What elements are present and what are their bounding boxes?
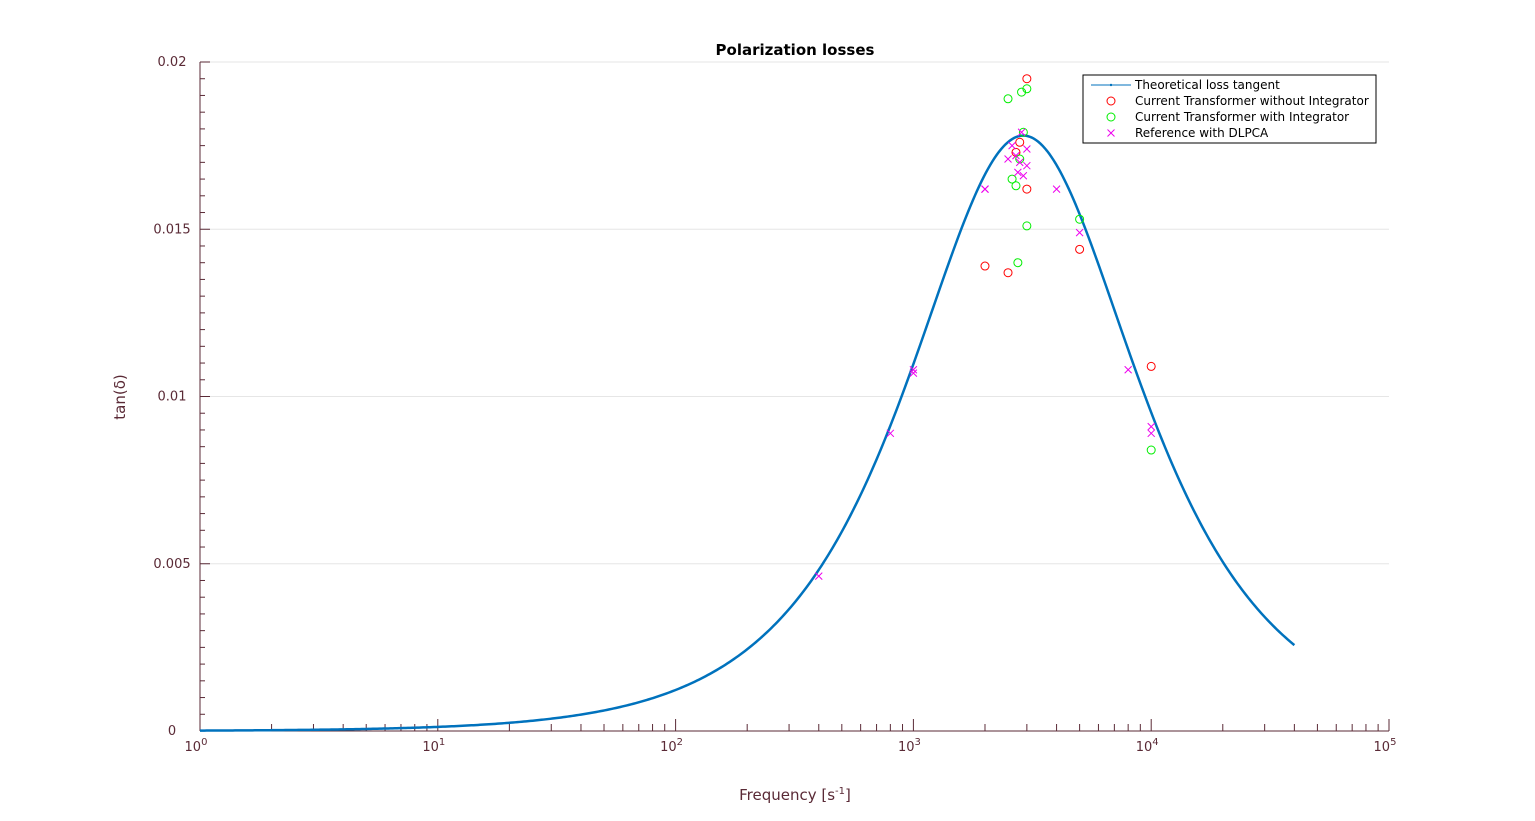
y-tick-label: 0.02	[158, 55, 187, 70]
ct-with-integrator-point	[1013, 258, 1023, 268]
theoretical-loss-curve	[199, 134, 1296, 732]
x-axis-label: Frequency [s-1]	[739, 786, 851, 804]
ct-without-integrator-point	[1022, 184, 1032, 194]
reference-dlpca-point	[981, 185, 989, 193]
reference-dlpca-point	[1075, 228, 1084, 237]
ct-without-integrator-point	[980, 261, 990, 271]
reference-dlpca-point	[1052, 185, 1061, 193]
reference-dlpca-point	[1124, 365, 1133, 374]
legend-box	[1082, 74, 1377, 144]
ct-with-integrator-point	[1022, 221, 1032, 231]
x-tick-label: 103	[898, 737, 921, 755]
y-tick-label: 0	[168, 724, 176, 739]
legend-theory-label: Theoretical loss tangent	[1134, 78, 1280, 92]
reference-dlpca-point	[1004, 155, 1012, 163]
ct-with-integrator-point	[1018, 127, 1028, 137]
reference-dlpca-point	[1019, 171, 1028, 180]
x-tick-label: 104	[1136, 737, 1159, 755]
reference-dlpca-point	[1015, 158, 1024, 167]
legend: Theoretical loss tangent Current Transfor…	[1082, 74, 1377, 144]
legend-reference-label: Reference with DLPCA	[1135, 126, 1269, 140]
legend-ct-without-marker	[1106, 96, 1116, 106]
legend-ct-with-label: Current Transformer with Integrator	[1135, 110, 1349, 124]
legend-ct-with-marker	[1106, 112, 1116, 122]
x-tick-label: 102	[660, 737, 683, 755]
reference-dlpca-point	[1014, 168, 1022, 177]
reference-dlpca-point	[814, 572, 823, 580]
reference-dlpca-point	[1023, 161, 1031, 170]
legend-reference-marker	[1107, 129, 1115, 137]
ct-with-integrator-point	[1017, 87, 1027, 97]
ct-without-integrator-point	[1022, 74, 1032, 84]
x-tick-label: 101	[422, 737, 445, 755]
ct-without-integrator-point	[1146, 361, 1156, 371]
x-tick-label: 100	[185, 737, 208, 755]
ct-with-integrator-point	[1003, 94, 1013, 104]
ct-with-integrator-point	[1007, 174, 1017, 184]
chart-title: Polarization losses	[716, 41, 875, 59]
legend-ct-without-label: Current Transformer without Integrator	[1135, 94, 1369, 108]
reference-dlpca-point	[1147, 429, 1156, 438]
y-tick-label: 0.01	[158, 390, 187, 405]
x-tick-label: 105	[1374, 737, 1397, 755]
axes: 0 0.005 0.01 0.015 0.02 100 101 102 103 104 105	[153, 55, 1396, 755]
y-tick-label: 0.015	[153, 222, 190, 237]
y-tick-label: 0.005	[153, 557, 190, 572]
ct-with-integrator-point	[1022, 84, 1032, 94]
y-axis-label: tan(δ)	[111, 374, 129, 419]
ct-without-integrator-point	[1003, 268, 1013, 278]
grid-lines	[200, 61, 1389, 565]
reference-dlpca-point	[1008, 141, 1016, 150]
ct-with-integrator-point	[1146, 445, 1156, 455]
ct-with-integrator-point	[1011, 181, 1021, 191]
reference-dlpca-point	[1012, 151, 1020, 160]
ct-without-integrator-point	[1075, 244, 1085, 254]
reference-dlpca-point	[909, 369, 918, 377]
legend-theory-dot	[1109, 83, 1113, 87]
reference-dlpca-point	[1017, 128, 1026, 137]
reference-dlpca-point	[1147, 422, 1156, 431]
ct-with-integrator-point	[1075, 214, 1085, 224]
reference-dlpca-point	[886, 429, 895, 438]
reference-dlpca-point	[909, 365, 918, 374]
theory-curve-group	[199, 134, 1296, 732]
data-points-group	[814, 74, 1156, 580]
reference-dlpca-point	[1023, 145, 1031, 153]
